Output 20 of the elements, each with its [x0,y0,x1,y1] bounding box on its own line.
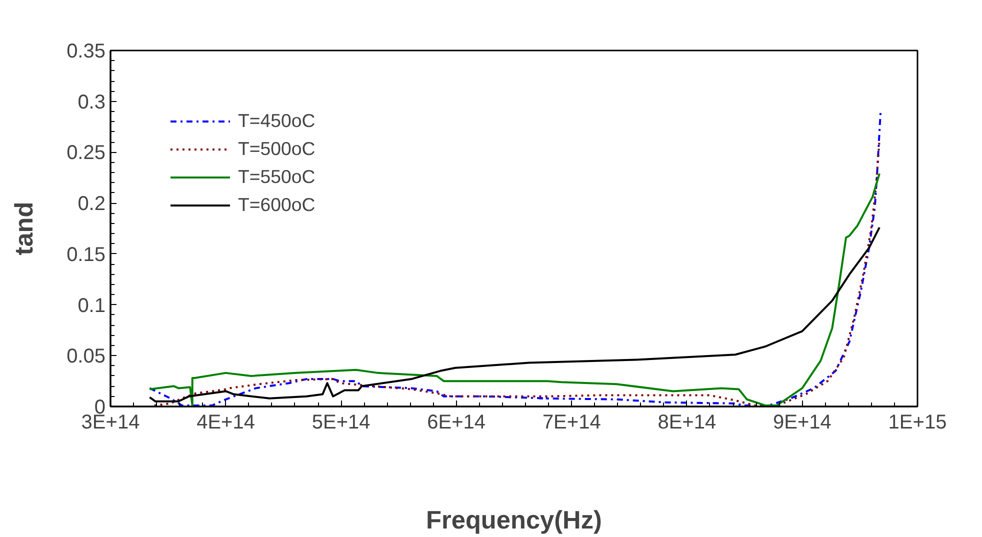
legend-label: T=600oC [238,194,316,216]
y-tick-label: 0.25 [66,142,106,164]
y-tick-label: 0.35 [66,40,106,62]
x-tick-label: 1E+15 [888,412,947,434]
y-tick-label: 0.15 [66,244,106,266]
x-axis-title: Frequency(Hz) [426,506,602,534]
legend-label: T=550oC [238,166,316,188]
x-tick-label: 5E+14 [312,412,370,434]
legend-label: T=450oC [238,110,316,132]
x-tick-label: 4E+14 [196,412,255,434]
y-tick-label: 0.2 [78,193,106,216]
x-tick-label: 6E+14 [427,412,486,434]
legend-label: T=500oC [238,138,316,160]
y-tick-label: 0.3 [78,91,106,114]
y-tick-label: 0.1 [78,294,106,317]
x-tick-label: 8E+14 [658,412,716,434]
y-axis-title: tand [10,202,39,256]
x-tick-label: 7E+14 [542,412,601,434]
x-tick-label: 9E+14 [773,412,832,434]
y-tick-label: 0.05 [66,346,106,368]
